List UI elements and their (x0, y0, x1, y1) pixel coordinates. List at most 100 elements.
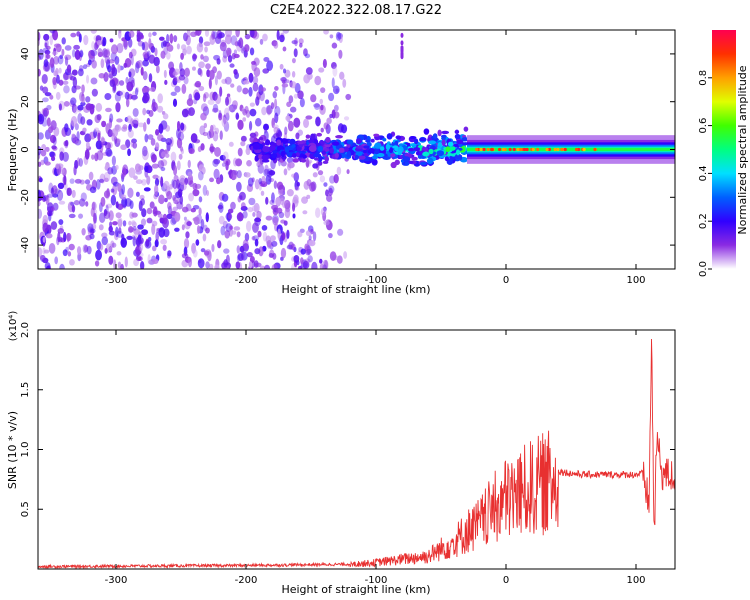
heatmap-cell (144, 133, 149, 143)
heatmap-cell (419, 161, 427, 166)
heatmap-cell (213, 158, 221, 165)
heatmap-cell (263, 168, 270, 177)
snr-scale-note: (x10⁴) (8, 311, 19, 342)
heatmap-cell (47, 193, 54, 198)
heatmap-cell (272, 150, 278, 154)
snr-x-label: Height of straight line (km) (281, 583, 430, 596)
heatmap-cell (58, 67, 62, 74)
heatmap-cell (170, 217, 177, 226)
heatmap-cell (236, 85, 242, 93)
heatmap-cell (77, 252, 82, 262)
heatmap-cell (278, 211, 285, 219)
heatmap-cell (326, 194, 333, 202)
heatmap-cell (117, 183, 122, 193)
heatmap-cell (69, 259, 75, 266)
heatmap-cell (212, 91, 218, 101)
heatmap-cell (305, 134, 311, 139)
heatmap-cell (198, 61, 205, 69)
heatmap-cell (206, 130, 212, 140)
heatmap-cell (305, 67, 313, 75)
heatmap-cell (166, 44, 174, 52)
heatmap-cell (115, 201, 119, 209)
heatmap-cell (172, 71, 178, 77)
heatmap-cell (291, 173, 297, 178)
heatmap-cell (280, 219, 286, 224)
heatmap-cell (249, 102, 256, 107)
heatmap-cell (130, 79, 135, 88)
heatmap-cell (563, 147, 567, 152)
heatmap-cell (45, 54, 51, 59)
heatmap-cell (284, 79, 290, 84)
heatmap-cell (183, 238, 190, 249)
heatmap-cell (346, 169, 350, 175)
y-tick-label: 0 (20, 146, 31, 152)
heatmap-cell (97, 132, 101, 142)
heatmap-cell (122, 220, 127, 227)
heatmap-cell (176, 128, 182, 139)
heatmap-cell (198, 85, 205, 92)
heatmap-cell (217, 204, 224, 210)
heatmap-cell (242, 87, 249, 95)
heatmap-cell (208, 263, 214, 269)
heatmap-cell (236, 170, 242, 179)
heatmap-cell (423, 147, 429, 152)
heatmap-cell (41, 144, 47, 152)
heatmap-cell (172, 194, 176, 201)
snr-series-line (38, 338, 675, 569)
heatmap-cell (123, 62, 128, 68)
heatmap-cell (110, 240, 115, 249)
heatmap-cell (235, 30, 240, 38)
heatmap-cell (271, 263, 278, 269)
heatmap-cell (38, 161, 42, 167)
heatmap-cell (280, 247, 287, 259)
heatmap-cell (79, 50, 84, 58)
heatmap-cell (70, 201, 75, 206)
heatmap-cell (69, 72, 73, 81)
heatmap-cell (266, 60, 274, 71)
heatmap-cell (176, 43, 180, 50)
heatmap-cell (221, 78, 228, 85)
heatmap-cell (337, 228, 344, 236)
heatmap-cell (244, 172, 251, 178)
heatmap-cell (141, 178, 147, 186)
heatmap-cell (214, 127, 220, 135)
heatmap-cell (259, 90, 265, 102)
heatmap-cell (338, 49, 343, 59)
heatmap-cell (200, 219, 205, 230)
heatmap-cell (264, 164, 269, 175)
heatmap-cell (71, 49, 76, 58)
heatmap-cell (38, 194, 43, 202)
heatmap-cell (152, 245, 157, 252)
heatmap-cell (99, 243, 104, 251)
heatmap-cell (55, 163, 60, 170)
heatmap-cell (88, 49, 95, 59)
heatmap-cell (217, 32, 225, 39)
heatmap-cell (146, 109, 151, 115)
heatmap-cell (292, 158, 300, 163)
heatmap-cell (192, 66, 196, 71)
heatmap-cell (270, 235, 276, 242)
heatmap-cell (277, 188, 284, 196)
heatmap-cell (320, 127, 324, 133)
heatmap-cell (373, 149, 380, 155)
heatmap-cell (132, 226, 137, 231)
heatmap-cell (214, 264, 220, 269)
heatmap-cell (225, 160, 229, 171)
heatmap-cell (132, 107, 139, 117)
heatmap-cell (280, 150, 286, 158)
heatmap-cell (560, 147, 564, 152)
heatmap-cell (304, 243, 309, 252)
heatmap-cell (38, 247, 43, 257)
heatmap-cell (312, 163, 319, 169)
heatmap-cell (49, 134, 57, 144)
heatmap-cell (212, 107, 219, 113)
heatmap-cell (374, 142, 382, 149)
heatmap-cell (390, 153, 396, 158)
heatmap-cell (198, 170, 204, 181)
heatmap-cell (66, 187, 72, 197)
heatmap-cell (512, 147, 516, 152)
heatmap-cell (118, 80, 125, 86)
heatmap-cell (121, 233, 125, 245)
heatmap-cell (50, 156, 56, 162)
heatmap-cell (51, 207, 55, 212)
